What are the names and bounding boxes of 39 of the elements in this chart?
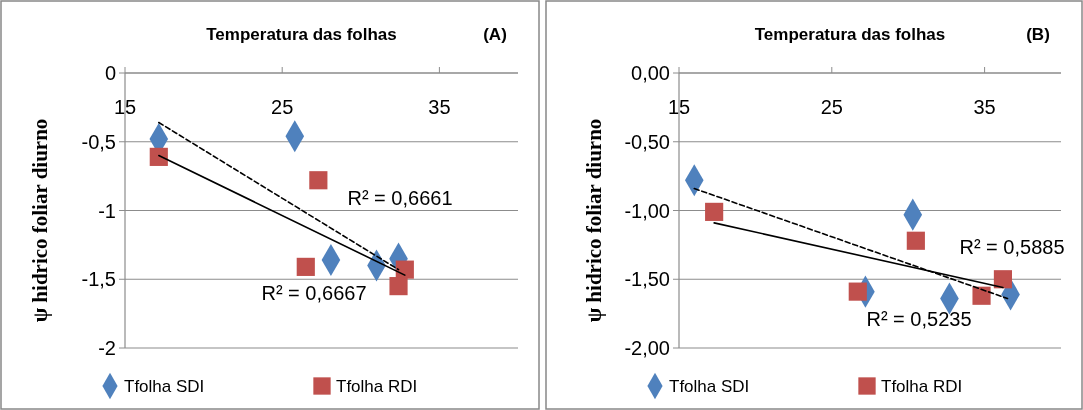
x-tick-label: 35 bbox=[428, 96, 451, 118]
point bbox=[149, 147, 168, 166]
y-tick-label: 0,00 bbox=[631, 62, 670, 84]
y-tick-label: -1 bbox=[98, 199, 116, 222]
y-tick-label: -2 bbox=[98, 337, 116, 359]
point bbox=[309, 171, 328, 190]
annotation: R² = 0,6661 bbox=[347, 187, 453, 209]
point bbox=[705, 202, 724, 221]
point bbox=[906, 231, 925, 250]
text: (A) bbox=[483, 25, 507, 44]
y-axis-title: ψ hidrico foliar diurno bbox=[28, 118, 52, 323]
y-tick-label: -0,5 bbox=[81, 130, 116, 153]
point bbox=[389, 277, 408, 296]
legend-label: Tfolha RDI bbox=[336, 376, 418, 396]
x-tick-label: 15 bbox=[113, 96, 137, 118]
y-tick-label: -1,50 bbox=[624, 268, 670, 291]
point bbox=[296, 257, 315, 276]
annotation: R² = 0,5885 bbox=[959, 236, 1065, 258]
y-axis-title: ψ hidrico foliar diurno bbox=[582, 118, 606, 323]
legend-label: Tfolha RDI bbox=[881, 376, 963, 396]
legend-label: Tfolha SDI bbox=[669, 376, 750, 396]
x-tick-label: 25 bbox=[820, 96, 843, 118]
y-tick-label: -0,50 bbox=[624, 130, 670, 153]
legend-label: Tfolha SDI bbox=[124, 376, 205, 396]
point bbox=[972, 286, 991, 305]
y-tick-label: -2,00 bbox=[624, 337, 670, 359]
point bbox=[993, 270, 1013, 289]
x-tick-label: 25 bbox=[271, 96, 294, 118]
x-tick-label: 35 bbox=[973, 96, 996, 118]
chart-title: Temperatura das folhas bbox=[754, 25, 946, 44]
chart-title: Temperatura das folhas bbox=[206, 25, 397, 44]
y-tick-label: -1,5 bbox=[81, 268, 116, 291]
annotation: R² = 0,6667 bbox=[261, 282, 367, 304]
text: (B) bbox=[1026, 25, 1050, 44]
annotation: R² = 0,5235 bbox=[866, 308, 972, 330]
y-tick-label: -1,00 bbox=[624, 199, 670, 222]
y-tick-label: 0 bbox=[104, 62, 116, 84]
point bbox=[848, 282, 867, 301]
x-tick-label: 15 bbox=[667, 96, 691, 118]
